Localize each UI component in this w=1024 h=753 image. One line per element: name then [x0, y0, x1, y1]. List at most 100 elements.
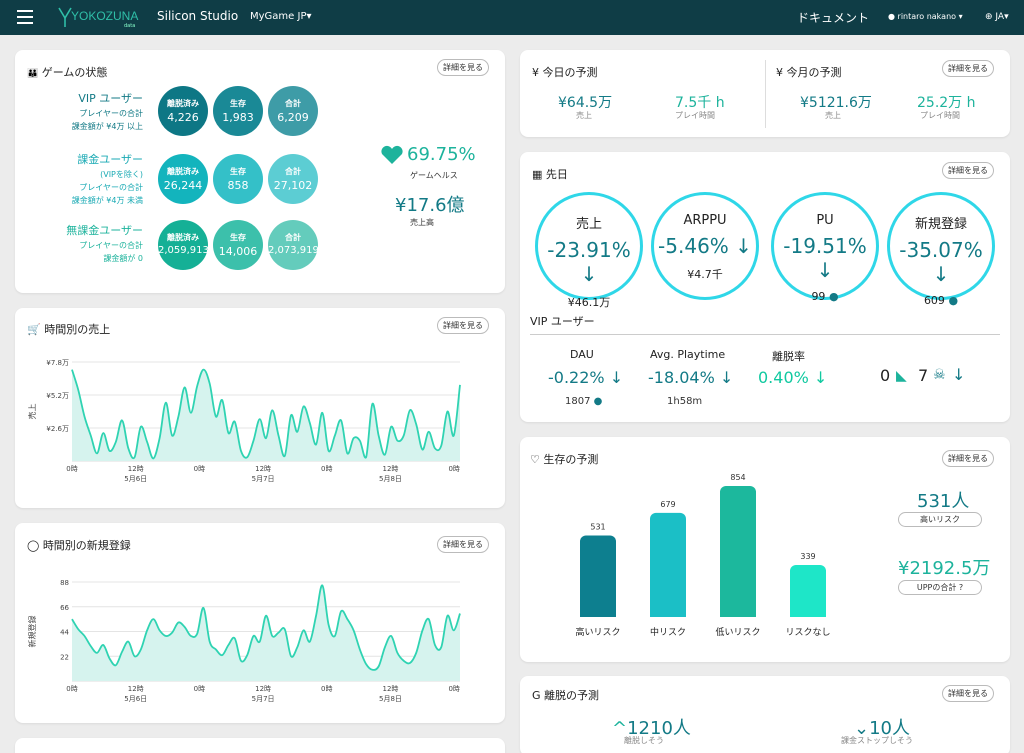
survival-bar: [790, 564, 826, 617]
high-risk-label: 高いリスク: [898, 512, 982, 527]
churn-title-text: 離脱の予測: [544, 689, 600, 702]
month-detail-button[interactable]: 詳細を見る: [942, 60, 994, 77]
vip-section-divider: [530, 334, 1000, 335]
today-title: ¥ 今日の予測: [532, 66, 598, 79]
x-tick-label: 0時: [194, 465, 205, 473]
vip-dau-sub: 1807 ●: [565, 396, 602, 407]
churn-detail-button[interactable]: 詳細を見る: [942, 685, 994, 702]
game-state-detail-button[interactable]: 詳細を見る: [437, 59, 489, 76]
kpi-pu-circle: PU -19.51% ↓ 99 ●: [771, 192, 879, 303]
survival-bar-category: 中リスク: [650, 626, 686, 638]
y-tick-label: ¥2.6万: [46, 425, 69, 433]
x-tick-label: 0時: [321, 685, 332, 693]
caret-down-icon: ▾: [306, 11, 312, 22]
person-icon: ●: [828, 290, 839, 303]
vip-group-line2: 課金額が ¥4万 以上: [71, 122, 143, 131]
arrow-down-icon: ↓: [714, 368, 734, 387]
kpi-signups-label: 新規登録: [914, 217, 967, 232]
paying-total-label: 合計: [285, 167, 301, 176]
x-tick-label: 12時: [255, 685, 271, 693]
hamburger-menu-icon[interactable]: [17, 10, 33, 24]
survival-bar-value: 679: [660, 500, 675, 509]
previous-day-detail-button[interactable]: 詳細を見る: [942, 162, 994, 179]
free-group-label: 無課金ユーザー プレイヤーの合計 課金額が 0: [15, 222, 143, 264]
free-alive-circle: 生存 14,006: [213, 220, 263, 270]
month-play-label: プレイ時間: [920, 111, 960, 120]
survival-bar-category: 高いリスク: [575, 626, 620, 638]
hourly-sales-chart: ¥7.8万 ¥5.2万 ¥2.6万 売上 0時 12時 0時 12時 0時 12時 0時 5月6日 5月…: [27, 359, 461, 483]
arrow-down-icon: ↓: [728, 234, 752, 258]
vip-churn-change-value: 0.40%: [758, 368, 809, 387]
survival-detail-button[interactable]: 詳細を見る: [942, 450, 994, 467]
kpi-sales-sub: ¥46.1万: [567, 296, 611, 309]
churn-card: G 離脱の予測 詳細を見る ^1210人 離脱しそう ⌄10人 課金ストップしそ…: [520, 676, 1010, 753]
hourly-signups-detail-button[interactable]: 詳細を見る: [437, 536, 489, 553]
user-menu[interactable]: ● rintaro nakano ▾: [888, 12, 963, 21]
y-tick-label: 88: [60, 579, 69, 587]
hourly-signups-chart: 88 66 44 22 新規登録 0時 12時 0時 12時 0時 12時 0時 5月6日 5月7日 5月8…: [27, 579, 461, 703]
y-axis-label: 売上: [27, 404, 37, 420]
today-sales-label: 売上: [576, 111, 592, 120]
person-icon: ●: [593, 396, 603, 407]
user-name: rintaro nakano: [897, 12, 957, 21]
vip-playtime-change-value: -18.04%: [648, 368, 715, 387]
x-tick-label: 0時: [448, 465, 459, 473]
x-tick-label: 12時: [383, 685, 399, 693]
previous-day-card: ▦ 先日 詳細を見る 売上 -23.91% ↓ ¥46.1万 ARPPU -5.…: [520, 152, 1010, 422]
paying-alive-circle: 生存 858: [213, 154, 263, 204]
game-selector-label: MyGame JP: [250, 11, 307, 22]
kpi-pu-sub: 99 ●: [774, 290, 876, 303]
arrow-down-icon: ↓: [604, 368, 624, 387]
free-group-name: 無課金ユーザー: [66, 224, 143, 237]
top-bar: YOKOZUNA data Silicon Studio MyGame JP▾ …: [0, 0, 1024, 35]
globe-icon: ⊕: [985, 12, 993, 22]
survival-bar: [580, 535, 616, 617]
language-menu[interactable]: ⊕ JA▾: [985, 12, 1009, 22]
sales-total-label: 売上高: [410, 218, 434, 227]
vip-dau-change: -0.22% ↓: [548, 368, 623, 387]
free-alive-label: 生存: [230, 233, 246, 242]
survival-bar-category: 低いリスク: [715, 626, 760, 638]
arrow-down-icon: ↓: [952, 365, 966, 384]
language-label: JA: [995, 12, 1005, 22]
user-icon: ●: [888, 12, 895, 21]
paying-total-value: 27,102: [273, 179, 313, 192]
arrow-down-icon: ↓: [580, 262, 598, 286]
today-play-value: 7.5千 h: [675, 95, 725, 111]
churn-title: G 離脱の予測: [532, 687, 599, 703]
arrow-down-icon: ↓: [816, 258, 834, 282]
logo-text: YOKOZUNA: [71, 9, 139, 23]
game-selector[interactable]: MyGame JP▾: [250, 11, 312, 22]
vip-alive-circle: 生存 1,983: [213, 86, 263, 136]
kpi-sales-circle: 売上 -23.91% ↓ ¥46.1万: [535, 192, 643, 309]
kpi-arppu-sub: ¥4.7千: [687, 268, 723, 281]
hourly-sales-detail-button[interactable]: 詳細を見る: [437, 317, 489, 334]
kpi-pu-label: PU: [816, 213, 834, 228]
hourly-signups-title: ◯ 時間別の新規登録: [27, 537, 131, 553]
user-outline-icon: ◯: [27, 539, 40, 552]
free-churned-label: 離脱済み: [167, 233, 199, 242]
kpi-arppu-change: -5.46% ↓: [654, 234, 756, 258]
vip-group-line1: プレイヤーの合計: [79, 109, 143, 118]
paying-group-line2: プレイヤーの合計: [79, 183, 143, 192]
vip-group-label: VIP ユーザー プレイヤーの合計 課金額が ¥4万 以上: [15, 90, 143, 132]
game-state-title-text: ゲームの状態: [41, 66, 108, 79]
upp-total-label[interactable]: UPPの合計 ?: [898, 580, 982, 595]
documents-link[interactable]: ドキュメント: [797, 11, 870, 25]
churn-a-label: 離脱しそう: [624, 736, 664, 745]
paying-churned-circle: 離脱済み 26,244: [158, 154, 208, 204]
month-title: ¥ 今月の予測: [776, 66, 842, 79]
skull-count: 7: [918, 366, 929, 385]
upp-total-label-text: UPPの合計: [916, 583, 957, 592]
sales-total-value: ¥17.6億: [395, 195, 465, 216]
survival-bar-chart: 531 高いリスク 679 中リスク 854 低いリスク 339 リスクなし: [575, 473, 830, 638]
churn-b-value-text: 10人: [869, 718, 910, 739]
vip-churned-circle: 離脱済み 4,226: [158, 86, 208, 136]
month-sales-label: 売上: [825, 111, 841, 120]
kpi-signups-sub-value: 609: [923, 294, 945, 307]
vip-alive-value: 1,983: [222, 111, 254, 124]
paying-churned-value: 26,244: [163, 179, 203, 192]
survival-bar-base: [720, 609, 756, 617]
chevron-down-icon: ⌄: [854, 718, 870, 739]
chevron-up-icon: ^: [612, 718, 628, 739]
